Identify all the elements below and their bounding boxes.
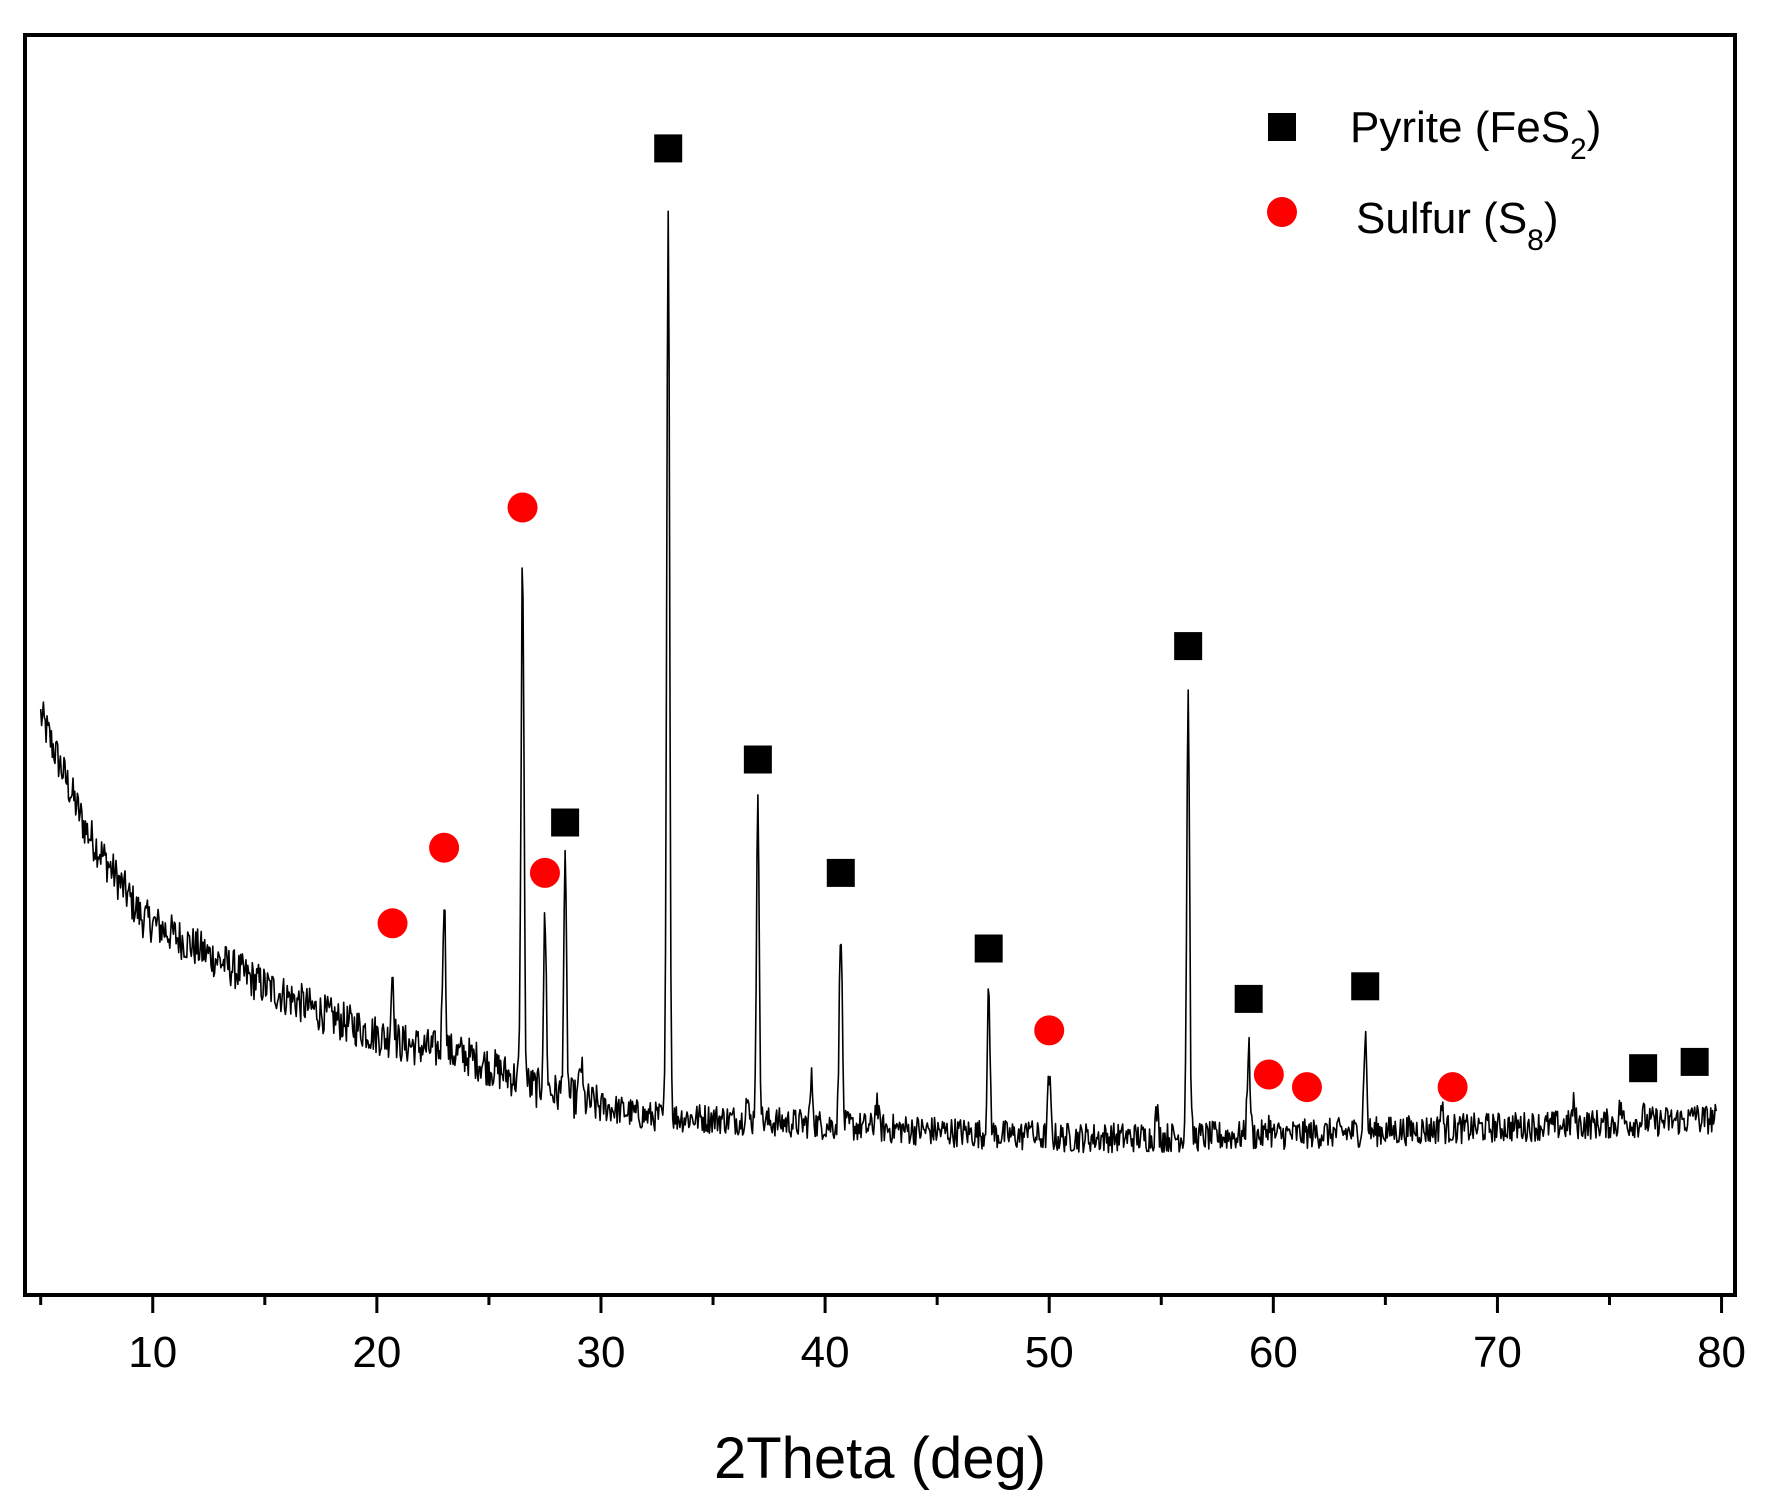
x-tick-label: 30 [576,1328,625,1377]
sulfur-peak-marker [377,908,408,939]
sulfur-peak-marker [507,492,538,523]
sulfur-peak-marker [1034,1015,1065,1046]
sulfur-peak-marker [1437,1072,1468,1103]
x-tick-label: 10 [128,1328,177,1377]
pyrite-peak-marker [1174,632,1203,661]
x-axis: 10 20 30 40 50 60 70 80 [39,1295,1746,1377]
xrd-pattern-line [39,210,1717,1154]
pyrite-peak-marker [654,134,683,163]
x-tick-label: 50 [1025,1328,1074,1377]
legend-sulfur-label: Sulfur (S8) [1356,194,1559,257]
pyrite-peak-marker [826,858,855,887]
pyrite-peak-marker [1629,1054,1658,1083]
sulfur-peak-marker [1253,1059,1284,1090]
pyrite-peak-marker [551,808,580,837]
legend: Pyrite (FeS2) Sulfur (S8) [1267,103,1601,257]
legend-pyrite-marker [1268,113,1296,141]
pyrite-peak-marker [1680,1047,1709,1076]
pyrite-peak-marker [1234,984,1263,1013]
sulfur-peak-marker [429,832,460,863]
sulfur-peak-marker [1291,1072,1322,1103]
pyrite-peak-marker [743,745,772,774]
sulfur-peak-marker [529,857,560,888]
phase-markers [377,134,1709,1103]
pyrite-peak-marker [1351,972,1380,1001]
x-tick-label: 70 [1473,1328,1522,1377]
x-tick-label: 60 [1249,1328,1298,1377]
x-tick-label: 20 [352,1328,401,1377]
x-tick-label: 80 [1697,1328,1746,1377]
x-axis-title: 2Theta (deg) [714,1426,1046,1491]
legend-sulfur-marker [1267,197,1297,227]
legend-pyrite-label: Pyrite (FeS2) [1350,103,1601,166]
x-tick-label: 40 [801,1328,850,1377]
pyrite-peak-marker [974,934,1003,963]
